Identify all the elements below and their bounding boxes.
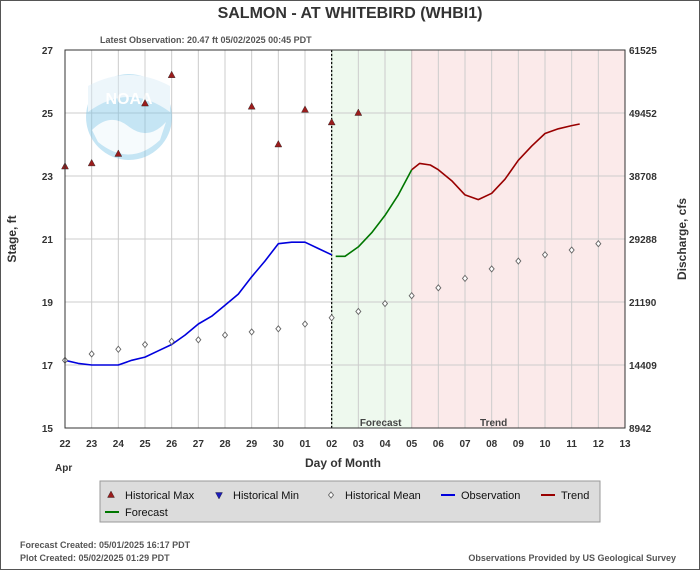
historical-max-marker [274,140,283,148]
historical-max-marker [167,70,176,78]
series-markers [61,70,602,364]
noaa-logo-text: NOAA [105,91,153,108]
historical-mean-marker [275,325,282,333]
x-tick-label: 13 [619,439,631,450]
x-axis-ticks: 22 23 24 25 26 27 28 29 30 01 02 03 04 05 06 07 08 09 10 11… [59,439,631,450]
historical-mean-marker [541,251,549,259]
legend-label-observation: Observation [461,490,520,502]
y2-tick-label: 14409 [629,361,657,372]
legend-label-historical-max: Historical Max [125,490,195,502]
x-tick-label: 27 [193,439,205,450]
data-credit: Observations Provided by US Geological S… [468,553,676,563]
observation-line [64,241,333,366]
x-tick-label: 11 [566,439,577,450]
x-tick-label: 28 [219,439,231,450]
legend-swatch-historical-min [215,492,223,500]
forecast-line [335,169,413,258]
historical-mean-marker [595,240,602,248]
historical-mean-marker [221,331,229,339]
legend-box [99,480,601,523]
x-tick-label: 10 [539,439,551,450]
historical-max-marker [327,118,336,126]
latest-observation: Latest Observation: 20.47 ft 05/02/2025 … [100,35,312,45]
x-tick-label: 06 [433,439,445,450]
forecast-region-label: Forecast [360,418,402,429]
y2-tick-label: 8942 [629,424,652,435]
x-tick-label: 25 [139,439,151,450]
legend-label-historical-min: Historical Min [233,490,299,502]
plot-created: Plot Created: 05/02/2025 01:29 PDT [20,553,170,563]
chart-title: SALMON - AT WHITEBIRD (WHBI1) [218,5,483,22]
x-tick-label: 12 [593,439,605,450]
y2-tick-label: 61525 [629,46,657,57]
historical-mean-marker [408,291,415,300]
historical-mean-marker [88,350,95,358]
historical-max-marker [141,99,149,107]
historical-max-marker [301,105,309,113]
trend-line [411,123,580,201]
x-tick-label: 24 [113,439,125,450]
x-tick-label: 08 [486,439,498,450]
historical-mean-marker [515,257,522,265]
y-tick-label: 25 [42,109,54,120]
y2-axis-ticks: 8942 14409 21190 29288 38708 49452 61525 [629,46,657,435]
y-tick-label: 19 [42,298,54,309]
legend-swatch-historical-max [107,490,115,498]
x-tick-label: 09 [513,439,525,450]
legend: Historical Max Historical Min Historical M… [99,480,601,523]
x-axis-label: Day of Month [305,456,381,470]
historical-mean-marker [488,265,495,273]
x-tick-label: 02 [326,439,338,450]
historical-mean-marker [141,340,149,349]
historical-mean-marker [435,284,442,292]
plot-border [64,49,626,429]
x-tick-label: 03 [353,439,365,450]
forecast-created: Forecast Created: 05/01/2025 16:17 PDT [20,540,191,550]
historical-mean-marker [381,299,389,308]
x-tick-label: 05 [406,439,418,450]
series-lines [64,123,580,366]
legend-swatch-historical-mean [327,491,335,499]
legend-label-forecast: Forecast [125,507,168,519]
y-tick-label: 21 [42,235,54,246]
x-tick-label: 26 [166,439,178,450]
historical-max-marker [114,149,123,157]
y2-tick-label: 21190 [629,298,657,309]
y2-tick-label: 29288 [629,235,657,246]
x-tick-label: 01 [299,439,311,450]
y2-axis-label: Discharge, cfs [675,198,689,280]
x-tick-label: 30 [273,439,285,450]
x-tick-label: 22 [59,439,71,450]
legend-label-trend: Trend [561,490,589,502]
historical-mean-marker [115,345,122,353]
y2-tick-label: 49452 [629,109,657,120]
month-label: Apr [55,463,72,474]
historical-max-marker [247,102,256,110]
historical-mean-marker [461,274,469,283]
noaa-logo: NOAA [86,74,172,160]
legend-label-historical-mean: Historical Mean [345,490,421,502]
historical-mean-marker [355,307,362,316]
x-tick-label: 07 [459,439,471,450]
historical-max-marker [87,158,96,167]
historical-mean-marker [301,320,309,328]
y-axis-label: Stage, ft [5,215,19,262]
y2-tick-label: 38708 [629,172,657,183]
historical-mean-marker [328,314,335,322]
x-tick-label: 29 [246,439,258,450]
x-tick-label: 23 [86,439,98,450]
y-tick-label: 15 [42,424,54,435]
historical-mean-marker [195,336,202,344]
historical-max-marker [354,108,363,116]
y-tick-label: 23 [42,172,54,183]
trend-region-label: Trend [480,418,507,429]
y-tick-label: 17 [42,361,54,372]
y-tick-label: 27 [42,46,54,57]
historical-mean-marker [248,328,255,336]
x-tick-label: 04 [379,439,391,450]
y-axis-ticks: 15 17 19 21 23 25 27 [42,46,54,435]
historical-mean-marker [568,246,575,254]
historical-mean-marker [168,337,175,346]
